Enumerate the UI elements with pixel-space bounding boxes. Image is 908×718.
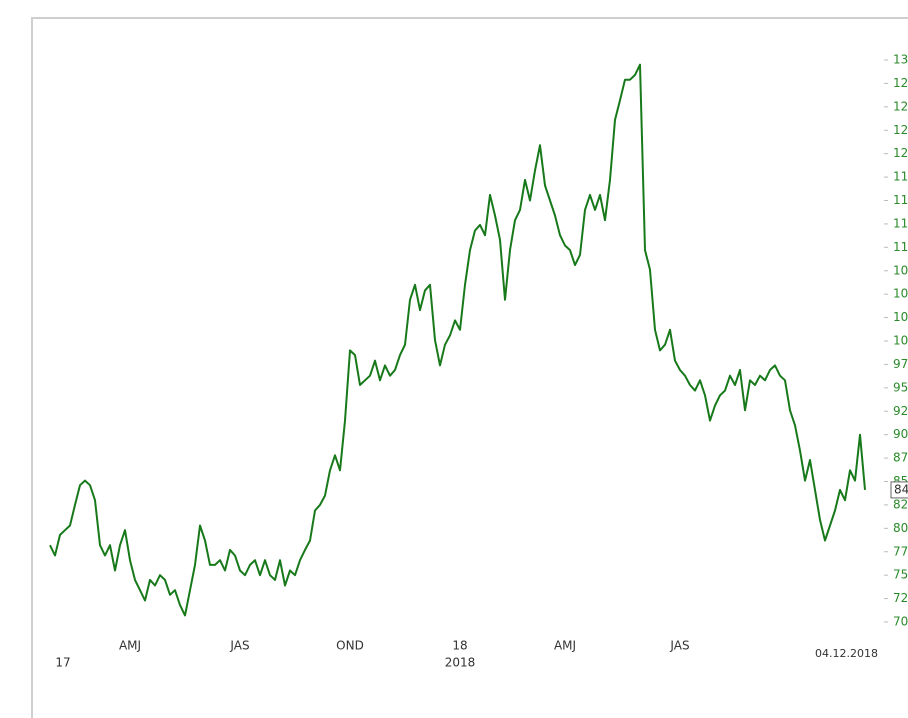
x-year-label: 17 xyxy=(55,656,70,670)
chart-frame xyxy=(31,17,908,718)
end-date-label: 04.12.2018 xyxy=(815,647,878,660)
y-tick-label: 105 xyxy=(893,287,908,301)
y-tick-label: 95 xyxy=(893,380,908,394)
y-tick-label: 77.5 xyxy=(893,544,908,558)
y-tick-label: 97.5 xyxy=(893,357,908,371)
y-tick-label: 125 xyxy=(893,99,908,113)
y-tick-label: 92.5 xyxy=(893,404,908,418)
y-tick-label: 115 xyxy=(893,193,908,207)
price-line xyxy=(49,63,866,617)
y-tick-label: 70 xyxy=(893,615,908,629)
y-tick-label: 127.5 xyxy=(893,76,908,90)
y-tick-label: 120 xyxy=(893,146,908,160)
x-tick-label: JAS xyxy=(669,639,689,653)
y-tick-label: 72.5 xyxy=(893,591,908,605)
y-tick-label: 110 xyxy=(893,240,908,254)
y-tick-label: 82.5 xyxy=(893,497,908,511)
last-price-label: 84.1 xyxy=(894,482,908,496)
y-tick-label: 122.5 xyxy=(893,123,908,137)
y-tick-label: 107.5 xyxy=(893,263,908,277)
x-tick-label: OND xyxy=(336,639,364,653)
x-tick-label: 18 xyxy=(452,639,467,653)
y-tick-label: 100 xyxy=(893,334,908,348)
y-tick-label: 130 xyxy=(893,53,908,67)
x-tick-label: JAS xyxy=(229,639,249,653)
y-tick-label: 112.5 xyxy=(893,216,908,230)
y-tick-label: 90 xyxy=(893,427,908,441)
x-tick-label: AMJ xyxy=(119,639,141,653)
x-year-label: 2018 xyxy=(445,656,476,670)
y-tick-label: 102.5 xyxy=(893,310,908,324)
y-tick-label: 80 xyxy=(893,521,908,535)
y-tick-label: 87.5 xyxy=(893,451,908,465)
y-tick-label: 117.5 xyxy=(893,170,908,184)
y-tick-label: 75 xyxy=(893,568,908,582)
x-tick-label: AMJ xyxy=(554,639,576,653)
last-price-box xyxy=(890,481,908,499)
